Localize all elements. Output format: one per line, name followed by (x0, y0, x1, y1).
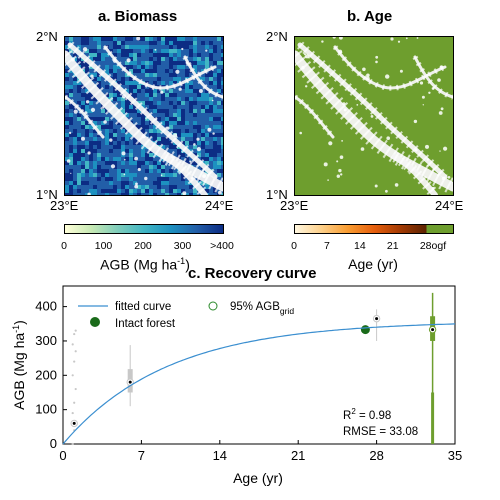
age-colorbar-tick-2: 14 (353, 240, 366, 252)
panel-b-lat-top: 2°N (266, 29, 288, 44)
y-tick-label-1: 100 (35, 402, 57, 417)
age-colorbar (294, 224, 454, 234)
y-tick-label-4: 400 (35, 299, 57, 314)
x-tick-label-4: 28 (369, 448, 383, 463)
box-0-point-0 (71, 442, 74, 446)
biomass-colorbar-tick-2: 200 (134, 240, 152, 252)
box-0-point-5 (74, 387, 77, 391)
panel-a-title: a. Biomass (98, 8, 178, 25)
box-0-point-8 (74, 350, 77, 353)
age-colorbar-tick-3: 21 (386, 240, 399, 252)
legend-agb-grid-prefix: 95% AGB (230, 301, 280, 313)
legend-intact-forest-label: Intact forest (115, 318, 176, 330)
age-colorbar-tick-0: 0 (291, 240, 297, 252)
y-tick-label-0: 0 (50, 436, 57, 451)
legend-agb-grid-label: 95% AGBgrid (230, 301, 294, 316)
panel-a-lon-right: 24°E (205, 198, 234, 213)
y-tick-label-2: 200 (35, 367, 57, 382)
legend-fitted-curve-label: fitted curve (115, 301, 171, 313)
panel-b-title: b. Age (347, 8, 393, 25)
x-tick-label-1: 7 (138, 448, 145, 463)
panel-a-lat-bottom: 1°N (36, 187, 58, 202)
panel-c-title: c. Recovery curve (188, 265, 317, 282)
box-0-median (72, 421, 76, 425)
x-tick-label-3: 21 (291, 448, 305, 463)
box-3-median (431, 328, 435, 332)
age-colorbar-tick-1: 7 (323, 240, 330, 252)
y-tick-label-3: 300 (35, 333, 57, 348)
biomass-colorbar-tick-0: 0 (61, 240, 67, 252)
box-0-point-3 (71, 411, 74, 415)
box-0-point-6 (71, 374, 74, 377)
age-colorbar-tick-5: ogf (431, 240, 447, 252)
legend: fitted curve 95% AGBgrid Intact forest (78, 301, 294, 330)
legend-intact-forest-swatch (90, 317, 100, 327)
rmse-stat: RMSE = 33.08 (343, 426, 418, 438)
biomass-colorbar-tick-4: >400 (210, 240, 234, 252)
biomass-colorbar-tick-3: 300 (173, 240, 192, 252)
box-0-point-7 (73, 360, 76, 363)
fitted-curve-line (62, 323, 456, 445)
x-tick-label-2: 14 (213, 448, 227, 463)
x-axis-label: Age (yr) (233, 470, 283, 486)
r2-stat: R2 = 0.98 (343, 407, 391, 422)
age-colorbar-tick-4: 28 (419, 240, 432, 252)
box-2-median (375, 317, 379, 321)
box-0-point-10 (73, 332, 76, 336)
biomass-colorbar (64, 224, 224, 234)
biomass-colorbar-tick-1: 100 (94, 240, 113, 252)
y-axis-label: AGB (Mg ha-1) (11, 320, 27, 410)
biomass-map (64, 36, 224, 196)
age-map (294, 36, 454, 196)
box-0-point-11 (74, 329, 77, 332)
panel-a-lat-top: 2°N (36, 29, 58, 44)
box-0-point-4 (73, 401, 76, 404)
legend-agb-grid-swatch (208, 301, 218, 311)
box-3-lower-tail (431, 392, 435, 444)
age-colorbar-label: Age (yr) (348, 256, 398, 272)
box-0-point-9 (71, 343, 74, 346)
legend-agb-grid-sub: grid (280, 306, 294, 316)
panel-b-lat-bottom: 1°N (266, 187, 288, 202)
x-tick-label-5: 35 (448, 448, 462, 463)
panel-b-lon-left: 23°E (280, 198, 309, 213)
panel-a-lon-left: 23°E (50, 198, 79, 213)
box-1-median (128, 380, 132, 384)
plot-frame (62, 285, 456, 445)
x-tick-label-0: 0 (59, 448, 66, 463)
intact-forest-point-0 (360, 325, 370, 335)
panel-b-lon-right: 24°E (435, 198, 464, 213)
biomass-colorbar-label: AGB (Mg ha-1) (100, 256, 190, 273)
